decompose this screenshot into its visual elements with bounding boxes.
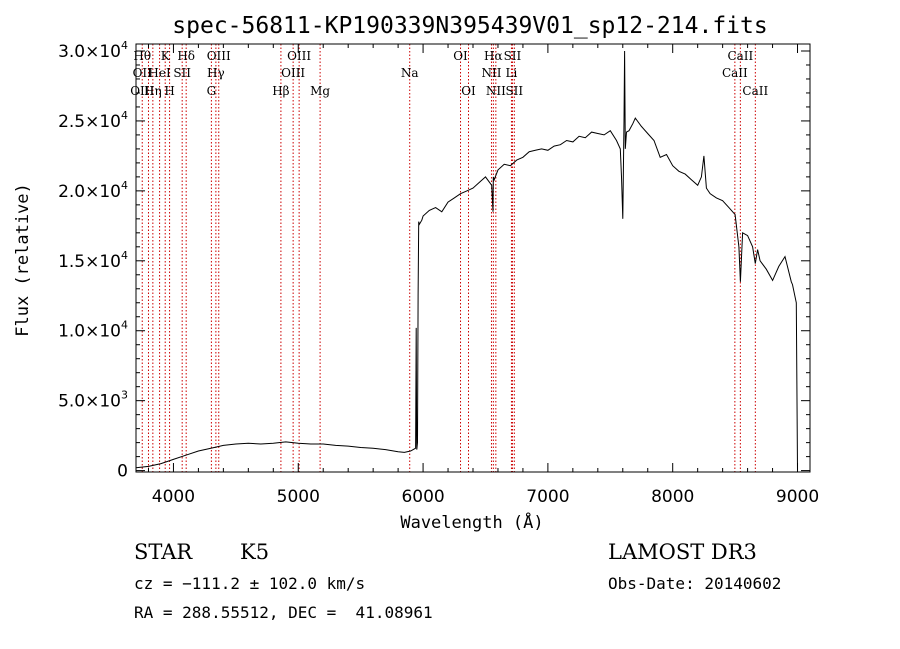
y-tick-mantissa: 0: [117, 462, 128, 482]
x-tick-label: 8000: [651, 487, 694, 507]
y-tick-mantissa: 3.0×10: [58, 42, 121, 62]
y-tick-label: 0: [117, 462, 128, 482]
line-label: CaII: [722, 66, 748, 80]
y-tick-mantissa: 5.0×10: [58, 392, 121, 412]
line-label: Hγ: [207, 66, 225, 80]
line-label: CaII: [727, 49, 753, 63]
x-tick-label: 6000: [401, 487, 444, 507]
line-label: NII: [481, 66, 501, 80]
line-label: OIII: [287, 49, 311, 63]
x-tick-label: 7000: [526, 487, 569, 507]
line-label: H: [164, 84, 174, 98]
x-axis-label: Wavelength (Å): [400, 511, 543, 533]
y-tick-exponent: 4: [121, 319, 128, 332]
line-label: Hα: [484, 49, 503, 63]
y-tick-mantissa: 2.5×10: [58, 112, 121, 132]
y-tick-exponent: 4: [121, 179, 128, 192]
x-tick-label: 5000: [277, 487, 320, 507]
line-label: Na: [401, 66, 419, 80]
line-label: OIII: [130, 84, 154, 98]
line-label: OII: [133, 66, 153, 80]
line-label: Hδ: [177, 49, 195, 63]
redshift-velocity: cz = −111.2 ± 102.0 km/s: [134, 574, 366, 593]
y-tick-mantissa: 1.0×10: [58, 322, 121, 342]
y-tick-label: 2.5×104: [58, 109, 128, 132]
y-tick-label: 3.0×104: [58, 39, 128, 62]
line-label: Li: [506, 66, 518, 80]
line-label: Mg: [310, 84, 330, 98]
y-tick-label: 1.5×104: [58, 249, 128, 272]
line-label: SII: [173, 66, 191, 80]
line-label: Hθ: [133, 49, 151, 63]
object-class: STAR: [134, 540, 193, 564]
line-label: HeI: [148, 66, 171, 80]
y-tick-exponent: 4: [121, 109, 128, 122]
line-label: CaII: [742, 84, 768, 98]
y-tick-exponent: 4: [121, 39, 128, 52]
y-tick-exponent: 3: [121, 389, 128, 402]
line-label: SII: [505, 84, 523, 98]
line-label: G: [207, 84, 217, 98]
line-label: SII: [504, 49, 522, 63]
line-label: Hβ: [272, 84, 289, 98]
observation-date: Obs-Date: 20140602: [608, 574, 782, 593]
y-tick-mantissa: 1.5×10: [58, 252, 121, 272]
line-label: OIII: [281, 66, 305, 80]
line-label: OI: [461, 84, 476, 98]
line-label: OI: [453, 49, 468, 63]
y-tick-label: 5.0×103: [58, 389, 128, 412]
y-tick-mantissa: 2.0×10: [58, 182, 121, 202]
spectrum-series: [135, 50, 798, 471]
y-tick-label: 2.0×104: [58, 179, 128, 202]
line-label: OIII: [207, 49, 231, 63]
survey-name: LAMOST DR3: [608, 540, 757, 564]
y-axis-label: Flux (relative): [13, 183, 33, 337]
line-label: NII: [486, 84, 506, 98]
axis-ticks: 4000 5000 6000 7000 8000 900005.0×1031.0×1041…: [58, 39, 819, 507]
line-label: K: [161, 49, 171, 63]
y-tick-exponent: 4: [121, 249, 128, 262]
coordinates: RA = 288.55512, DEC = 41.08961: [134, 603, 433, 622]
x-tick-label: 9000: [776, 487, 819, 507]
spectrum-line: [135, 50, 798, 471]
emission-line-marks: [141, 44, 756, 472]
chart-title: spec-56811-KP190339N395439V01_sp12-214.f…: [172, 13, 767, 39]
object-subclass: K5: [240, 540, 270, 564]
plot-frame: [135, 43, 811, 473]
y-tick-label: 1.0×104: [58, 319, 128, 342]
x-tick-label: 4000: [152, 487, 195, 507]
emission-line-labels: HθOIIOIIIHηHeIKHSIIHδGHγOIIIHβOIIIOIIIMg…: [130, 49, 768, 98]
line-label: Hη: [144, 84, 162, 98]
